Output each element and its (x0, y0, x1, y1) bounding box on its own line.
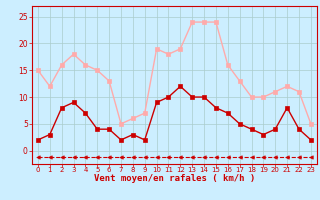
X-axis label: Vent moyen/en rafales ( km/h ): Vent moyen/en rafales ( km/h ) (94, 174, 255, 183)
